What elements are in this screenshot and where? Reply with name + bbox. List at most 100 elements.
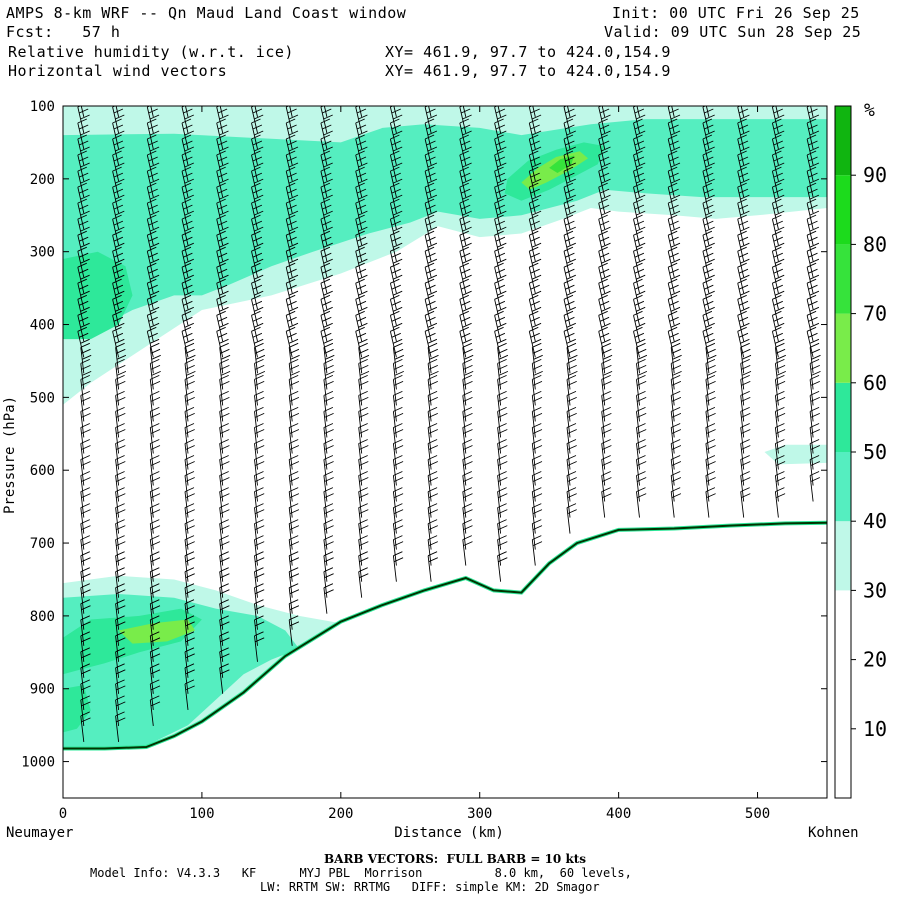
wind-barb <box>320 262 333 294</box>
wind-barb <box>598 118 611 150</box>
wind-barb <box>355 278 368 310</box>
wind-barb <box>251 182 264 214</box>
wind-barb <box>771 134 785 166</box>
wind-barb <box>740 439 751 470</box>
wind-barb <box>806 326 820 358</box>
wind-barb <box>181 262 194 294</box>
wind-barb <box>633 230 646 262</box>
wind-barb <box>146 214 160 246</box>
wind-barb <box>424 310 438 342</box>
wind-barb <box>355 134 368 166</box>
wind-barb <box>494 294 507 326</box>
wind-barb <box>320 150 333 182</box>
wind-barb <box>670 342 682 374</box>
wind-barb <box>494 150 507 182</box>
wind-barb <box>462 358 474 390</box>
x-tick-label: 300 <box>467 806 492 822</box>
wind-barb <box>636 342 648 374</box>
wind-barb <box>80 342 92 374</box>
wind-barbs <box>77 106 821 742</box>
wind-barb <box>181 150 194 182</box>
wind-barb <box>216 106 229 134</box>
wind-barb <box>667 294 681 326</box>
wind-barb <box>459 278 472 310</box>
colorbar-segment <box>835 244 851 314</box>
wind-barb <box>146 262 160 294</box>
wind-barb <box>806 310 820 342</box>
wind-barb <box>320 246 333 278</box>
wind-barb <box>531 342 543 374</box>
wind-barb <box>424 182 438 214</box>
wind-barb <box>737 182 750 214</box>
wind-barb <box>181 310 194 342</box>
wind-barb <box>181 278 194 310</box>
wind-barb <box>285 246 299 278</box>
wind-barb <box>598 326 611 358</box>
wind-barb <box>115 711 126 742</box>
colorbar-segment <box>835 590 851 798</box>
barb-column <box>285 106 300 646</box>
x-tick-label: 200 <box>328 806 353 822</box>
wind-barb <box>566 358 578 390</box>
wind-barb <box>459 150 472 182</box>
y-tick-label: 400 <box>30 318 55 334</box>
wind-barb <box>216 214 229 246</box>
wind-barb <box>566 503 577 534</box>
wind-barb <box>320 134 333 166</box>
wind-barb <box>633 106 646 134</box>
wind-barb <box>320 230 333 262</box>
plot-frame <box>62 105 828 799</box>
wind-barb <box>737 230 750 262</box>
wind-barb <box>771 326 785 358</box>
colorbar-tick-label: 60 <box>863 371 887 395</box>
wind-barb <box>181 182 194 214</box>
wind-barb <box>806 278 820 310</box>
wind-barb <box>633 278 646 310</box>
wind-barb <box>184 342 196 374</box>
wind-barb <box>771 310 785 342</box>
wind-barb <box>702 278 715 310</box>
wind-barb <box>112 310 125 342</box>
wind-barb <box>358 503 369 534</box>
wind-barb <box>528 294 542 326</box>
wind-barb <box>358 455 369 486</box>
barb-column <box>702 106 717 518</box>
wind-barb <box>358 487 369 518</box>
wind-barb <box>112 166 125 198</box>
wind-barb <box>497 342 509 374</box>
wind-barb <box>181 326 194 358</box>
model-info-line-2: LW: RRTM SW: RRTMG DIFF: simple KM: 2D S… <box>260 880 600 894</box>
y-tick-label: 700 <box>30 536 55 552</box>
wind-barb <box>285 166 299 198</box>
wind-barb <box>77 134 90 166</box>
wind-barb <box>77 278 90 310</box>
wind-barb <box>494 326 507 358</box>
wind-barb <box>462 342 474 374</box>
wind-barb <box>146 134 160 166</box>
wind-barb <box>320 294 333 326</box>
wind-barb <box>667 278 681 310</box>
wind-barb <box>77 310 90 342</box>
wind-barb <box>355 246 368 278</box>
wind-barb <box>323 342 335 374</box>
colorbar-segment <box>835 175 851 245</box>
wind-barb <box>424 230 438 262</box>
wind-barb <box>320 214 333 246</box>
wind-barb <box>216 262 229 294</box>
wind-barb <box>633 182 646 214</box>
wind-barb <box>705 358 717 390</box>
wind-barb <box>528 134 542 166</box>
wind-barb <box>112 326 125 358</box>
wind-barb <box>740 342 752 374</box>
wind-barb <box>667 150 681 182</box>
wind-barb <box>389 198 403 230</box>
wind-barb <box>702 106 715 134</box>
wind-barb <box>598 106 611 134</box>
wind-barb <box>494 214 507 246</box>
barb-column <box>598 106 613 518</box>
wind-barb <box>389 310 403 342</box>
wind-barb <box>216 134 229 166</box>
wind-barb <box>774 342 786 374</box>
wind-barb <box>563 150 576 182</box>
wind-barb <box>149 342 161 374</box>
